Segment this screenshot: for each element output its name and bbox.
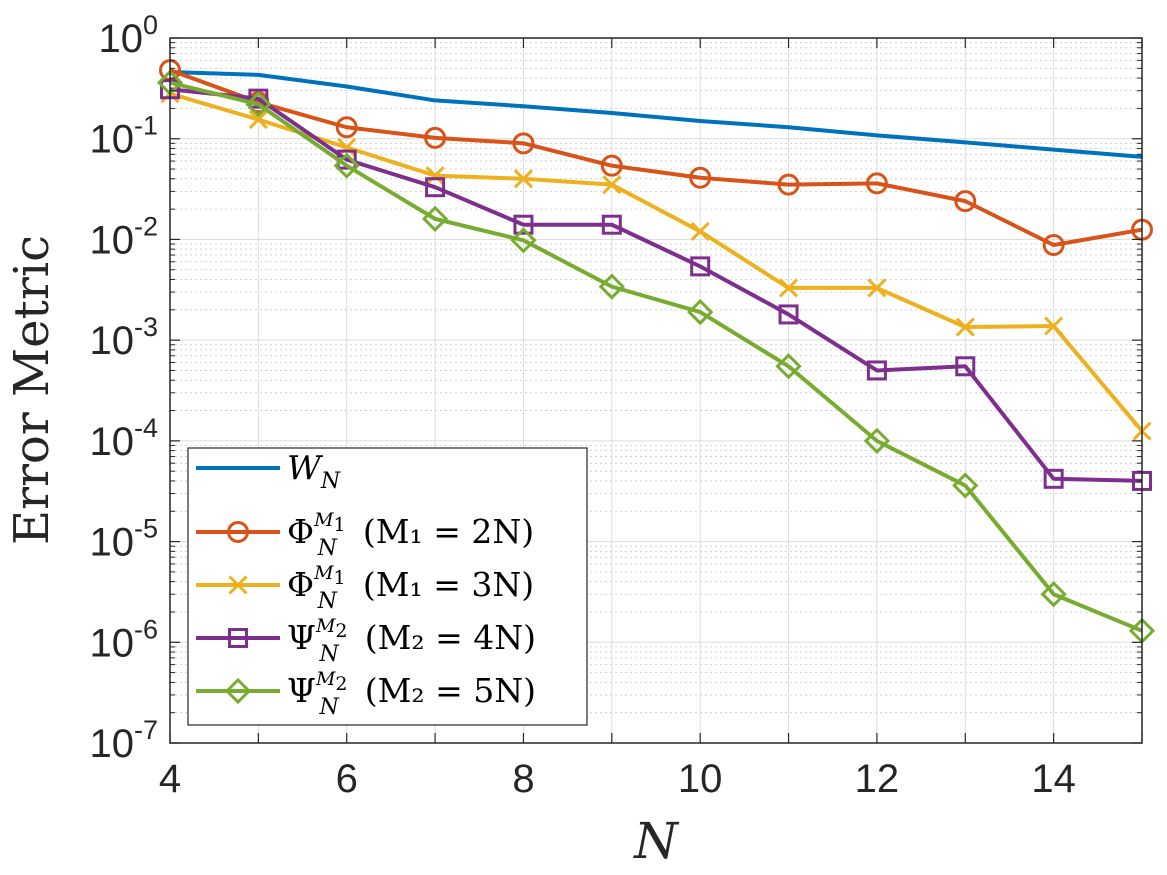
- data-point: [600, 154, 623, 177]
- y-axis-label: Error Metric: [4, 235, 60, 545]
- plot-frame: [169, 37, 1143, 744]
- data-point: [955, 356, 976, 377]
- series-line: [169, 68, 1143, 248]
- legend-label: ΦM1 N (M₁ = 3N): [287, 562, 534, 614]
- y-tick-label: 10-3: [89, 312, 158, 363]
- data-point: [955, 317, 975, 337]
- data-point: [337, 137, 357, 157]
- data-point: [1044, 316, 1064, 336]
- data-point: [687, 298, 714, 326]
- legend-item-W: WN: [196, 448, 341, 494]
- x-tick-labels: 4 6 8 10 12 14: [159, 757, 1076, 801]
- series-line: [169, 69, 1143, 159]
- data-point: [601, 214, 622, 235]
- data-point: [425, 177, 446, 198]
- data-point: [602, 175, 622, 195]
- legend-label: ΦM1 N (M₁ = 2N): [287, 509, 534, 561]
- data-point: [224, 677, 252, 705]
- x-tick-label: 6: [336, 757, 358, 801]
- data-point: [1042, 234, 1065, 257]
- data-point: [690, 256, 711, 277]
- series-W: [169, 69, 1143, 159]
- legend-item-phi-3N: ΦM1 N (M₁ = 3N): [196, 562, 534, 614]
- data-point: [778, 278, 799, 298]
- y-tick-label: 10-6: [89, 614, 158, 665]
- legend-item-phi-2N: ΦM1 N (M₁ = 2N): [196, 509, 534, 561]
- x-tick-label: 8: [512, 757, 534, 801]
- legend-label: WN: [287, 448, 341, 494]
- data-point: [775, 353, 802, 380]
- series-phi-2N: [159, 59, 1153, 257]
- y-tick-label: 10-1: [89, 111, 158, 162]
- data-point: [952, 472, 979, 499]
- data-point: [689, 166, 712, 189]
- y-tick-label: 10-2: [89, 211, 158, 262]
- x-tick-label: 4: [159, 757, 181, 801]
- data-point: [1040, 581, 1067, 608]
- data-point: [778, 304, 799, 325]
- legend-label: ΨM2 N (M₂ = 4N): [287, 615, 536, 667]
- series-layer: [156, 59, 1156, 644]
- data-point: [248, 88, 269, 109]
- data-point: [1043, 468, 1064, 489]
- x-tick-label: 10: [678, 757, 723, 801]
- x-axis-label: N: [633, 812, 680, 870]
- data-point: [512, 132, 535, 155]
- y-tick-labels: 100 10-1 10-2 10-3 10-4 10-5 10-6 10-7: [89, 10, 158, 766]
- legend-item-psi-4N: ΨM2 N (M₂ = 4N): [196, 615, 536, 667]
- data-point: [335, 116, 358, 139]
- data-point: [777, 173, 800, 196]
- data-point: [227, 521, 249, 543]
- data-point: [248, 109, 268, 130]
- y-tick-label: 10-4: [89, 413, 158, 464]
- data-point: [245, 91, 272, 118]
- legend: WN ΦM1 N (M₁ = 2N)ΦM1 N (M₁ = 3N)ΨM2 N (M₂ = 4N…: [187, 447, 588, 726]
- axis-ticks: [169, 37, 1143, 744]
- data-point: [954, 190, 977, 213]
- data-point: [598, 273, 625, 300]
- data-point: [228, 628, 248, 648]
- data-point: [690, 221, 710, 242]
- data-point: [865, 172, 888, 195]
- y-tick-label: 100: [98, 10, 158, 61]
- data-point: [866, 360, 887, 381]
- data-point: [513, 214, 534, 235]
- data-point: [513, 169, 534, 189]
- data-point: [421, 205, 449, 232]
- series-psi-4N: [160, 79, 1152, 491]
- data-point: [228, 575, 248, 595]
- data-point: [867, 278, 887, 298]
- series-line: [169, 80, 1143, 633]
- data-point: [425, 166, 445, 186]
- series-line: [169, 87, 1143, 483]
- legend-label: ΨM2 N (M₂ = 5N): [287, 668, 536, 720]
- x-tick-label: 14: [1031, 757, 1076, 801]
- data-point: [424, 126, 447, 149]
- y-tick-label: 10-5: [89, 514, 158, 565]
- x-tick-label: 12: [855, 757, 900, 801]
- legend-item-psi-5N: ΨM2 N (M₂ = 5N): [196, 668, 536, 720]
- data-point: [510, 227, 537, 254]
- data-point: [863, 427, 891, 454]
- data-point: [333, 152, 360, 179]
- series-line: [169, 91, 1144, 433]
- y-tick-label: 10-7: [89, 715, 158, 766]
